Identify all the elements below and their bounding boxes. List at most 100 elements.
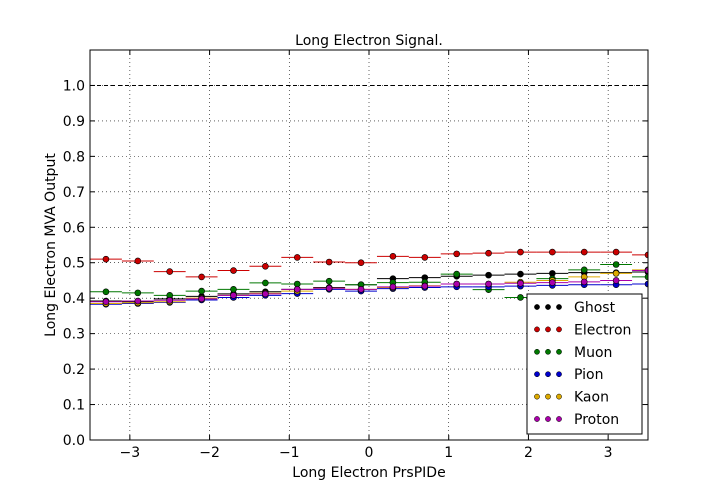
data-point (134, 297, 142, 305)
legend-marker (556, 393, 562, 400)
legend-marker (534, 326, 540, 333)
legend-label: Muon (574, 345, 612, 361)
data-point (293, 254, 301, 261)
legend-marker (534, 304, 540, 310)
data-point (389, 283, 397, 291)
data-point (102, 298, 110, 306)
legend-marker (545, 371, 551, 378)
data-point (198, 273, 205, 281)
data-point (198, 295, 205, 303)
axis-tick-labels: −3 −2 −1 0 1 2 3 0.0 0.1 0.2 0.3 0.4 0.5 0.6 0.7 0.8 0.9… (63, 78, 613, 461)
legend-item: Electron (534, 322, 631, 338)
data-point (549, 248, 556, 256)
y-tick-label: 0.8 (63, 149, 85, 165)
data-point (102, 255, 110, 263)
data-point (612, 270, 620, 277)
legend-label: Kaon (574, 390, 609, 406)
x-tick-label: −1 (279, 445, 300, 461)
legend-box (526, 293, 643, 435)
data-point (389, 253, 397, 260)
y-tick-label: 0.0 (63, 433, 85, 449)
data-point (453, 280, 460, 288)
axis-ticks (90, 50, 648, 441)
data-point (421, 254, 429, 261)
data-point (485, 249, 492, 257)
y-tick-label: 0.1 (63, 398, 85, 414)
data-point (644, 273, 648, 281)
legend-item: Ghost (534, 300, 616, 316)
legend-item: Proton (534, 412, 619, 428)
data-point (644, 267, 648, 274)
data-point (517, 248, 524, 256)
x-axis-label: Long Electron PrsPIDe (292, 465, 445, 481)
legend-marker (556, 348, 562, 355)
y-tick-label: 0.6 (63, 220, 85, 236)
data-point (357, 259, 365, 267)
data-point (166, 297, 174, 304)
data-point (612, 248, 620, 256)
legend-marker (534, 393, 540, 400)
y-tick-label: 0.2 (63, 362, 85, 378)
y-tick-label: 0.3 (63, 327, 85, 343)
legend-label: Pion (574, 367, 603, 383)
data-point (166, 268, 174, 275)
data-point (102, 288, 110, 296)
legend-marker (534, 348, 540, 355)
legend-label: Electron (574, 322, 631, 338)
legend-item: Pion (534, 367, 603, 383)
series-marks (90, 248, 648, 308)
legend-marker (545, 348, 551, 355)
data-point (644, 251, 648, 259)
legend-marker (545, 326, 551, 333)
data-point (517, 270, 524, 278)
data-point (549, 279, 556, 286)
legend-marker (556, 304, 562, 310)
data-point (134, 257, 142, 265)
data-point (230, 286, 237, 293)
data-point (325, 277, 333, 285)
legend-marker (545, 393, 551, 400)
y-tick-label: 0.4 (63, 291, 85, 307)
y-tick-label: 0.7 (63, 185, 85, 201)
legend-marker (545, 416, 551, 422)
data-point (134, 289, 142, 297)
data-point (262, 279, 269, 287)
legend-marker (534, 371, 540, 378)
data-point (580, 266, 588, 274)
series-proton (90, 267, 648, 306)
series-electron (90, 248, 648, 281)
data-point (230, 292, 237, 299)
data-point (230, 267, 237, 274)
data-point (485, 280, 492, 288)
data-point (262, 290, 269, 298)
legend: Ghost Electron Muon Pion Kaon Proton (526, 293, 643, 435)
data-point (580, 278, 588, 286)
data-point (262, 262, 269, 270)
series-layer (90, 248, 648, 308)
chart-title: Long Electron Signal. (295, 33, 443, 49)
x-tick-label: 2 (524, 445, 533, 461)
data-point (453, 270, 460, 278)
legend-label: Ghost (574, 300, 616, 316)
legend-marker (534, 416, 540, 422)
x-tick-label: 0 (365, 445, 374, 461)
data-point (453, 250, 460, 258)
x-tick-label: −2 (199, 445, 220, 461)
legend-marker (556, 371, 562, 378)
data-point (421, 282, 429, 290)
legend-marker (556, 326, 562, 333)
y-tick-label: 0.9 (63, 114, 85, 130)
y-tick-label: 0.5 (63, 256, 85, 272)
data-point (198, 287, 205, 295)
data-point (517, 294, 524, 301)
data-point (485, 271, 492, 279)
data-point (644, 280, 648, 288)
legend-marker (556, 416, 562, 422)
x-tick-label: 1 (444, 445, 453, 461)
legend-marker (545, 304, 551, 310)
data-point (325, 258, 333, 266)
y-axis-label: Long Electron MVA Output (43, 153, 59, 337)
data-point (293, 286, 301, 293)
legend-label: Proton (574, 412, 619, 428)
